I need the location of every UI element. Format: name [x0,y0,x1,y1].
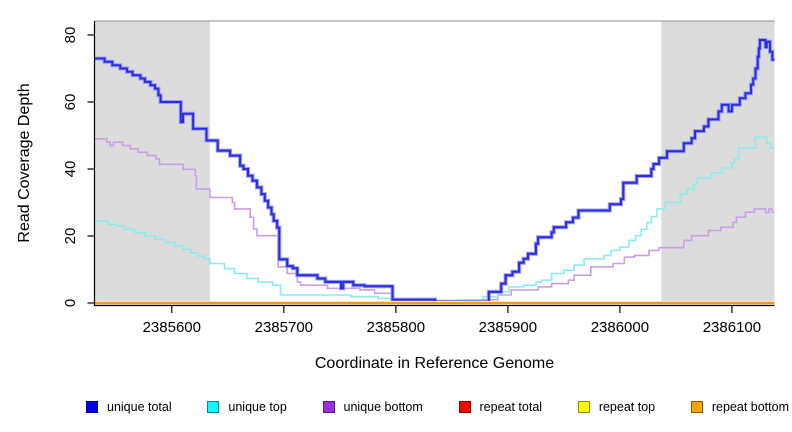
legend-label: repeat bottom [711,400,789,414]
y-tick-label: 80 [62,27,79,44]
x-tick-label: 2385600 [143,319,201,336]
series-line-unique-total [94,39,775,303]
legend-label: repeat top [598,400,656,414]
legend-label: unique top [228,400,287,414]
legend-item-repeat-total: repeat total [458,400,543,414]
x-tick-label: 2385800 [367,319,425,336]
x-axis-title: Coordinate in Reference Genome [314,355,555,372]
x-tick-label: 2386100 [703,319,761,336]
series-line-unique-bottom [94,138,775,303]
legend-item-unique-top: unique top [207,400,287,414]
legend-label: unique total [107,400,172,414]
legend: unique total unique top unique bottom repea… [86,396,789,418]
legend-swatch-unique-top [207,401,220,413]
legend-swatch-unique-bottom [322,401,335,413]
legend-item-unique-bottom: unique bottom [322,400,423,414]
x-tick-label: 2386000 [591,319,649,336]
legend-item-unique-total: unique total [86,400,172,414]
legend-swatch-repeat-total [458,401,471,413]
y-tick-label: 60 [62,94,79,111]
shaded-region [94,21,210,305]
series-line-unique-top [94,136,775,303]
y-axis-title: Read Coverage Depth [16,83,33,243]
legend-swatch-repeat-bottom [690,401,703,413]
legend-label: repeat total [479,400,543,414]
y-tick-label: 40 [62,161,79,178]
legend-item-repeat-top: repeat top [577,400,656,414]
legend-swatch-repeat-top [577,401,590,413]
legend-swatch-unique-total [86,401,98,413]
x-tick-label: 2385700 [255,319,313,336]
legend-label: unique bottom [343,400,423,414]
y-tick-label: 20 [62,228,79,245]
y-tick-label: 0 [62,299,79,307]
legend-item-repeat-bottom: repeat bottom [690,400,789,414]
x-tick-label: 2385900 [479,319,537,336]
